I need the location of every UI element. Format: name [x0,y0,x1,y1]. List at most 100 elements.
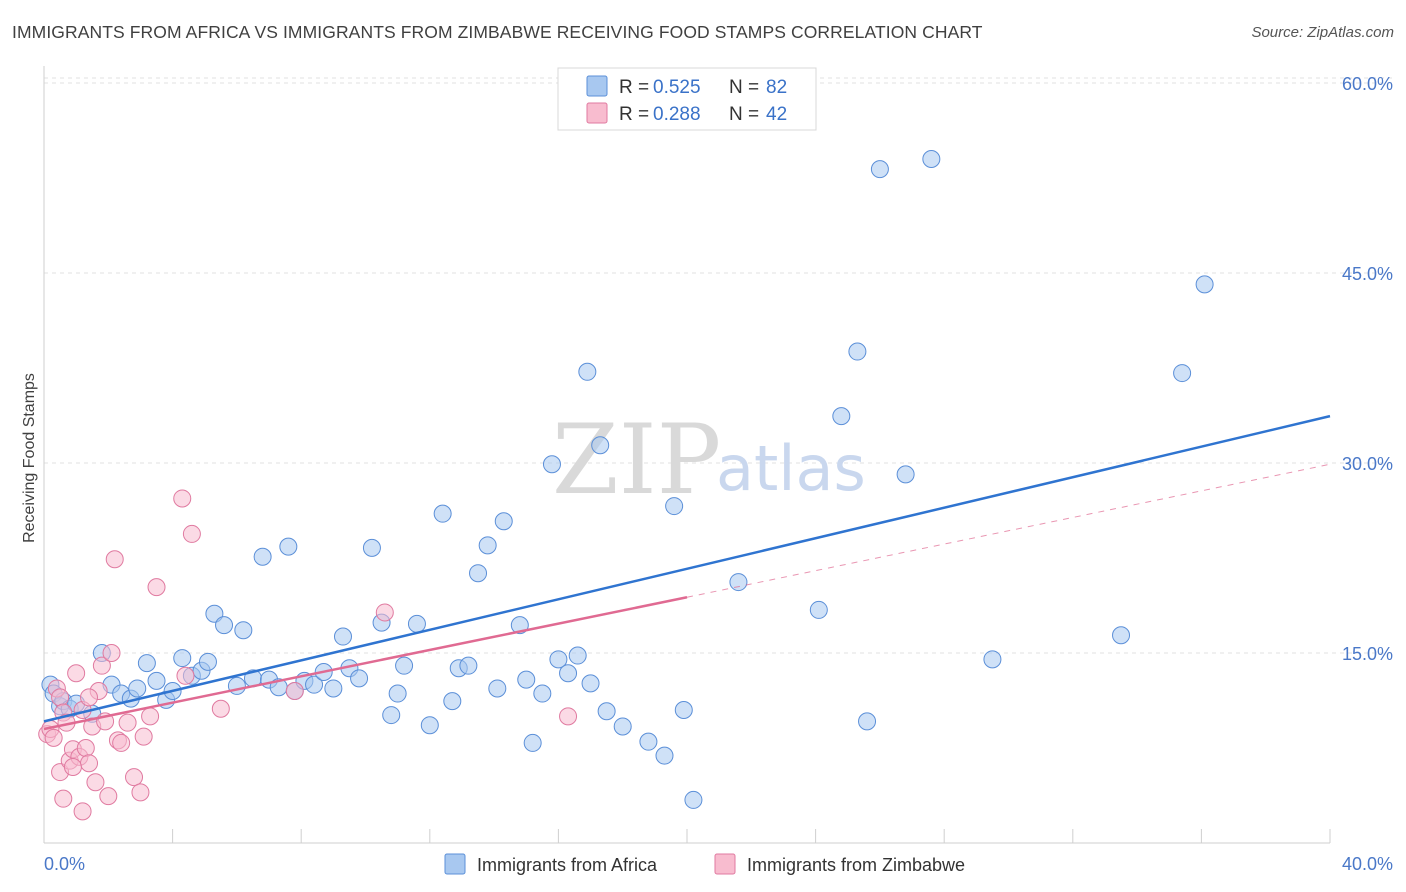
series-legend-swatch-zimbabwe [714,853,736,875]
legend-r-label-zimbabwe: R = [619,104,649,125]
legend-r-value-africa: 0.525 [653,77,701,98]
point-africa [729,573,748,592]
point-zimbabwe [375,603,394,622]
point-africa [1173,364,1192,383]
point-africa [674,701,693,719]
point-africa [407,614,426,633]
point-africa [173,649,192,668]
watermark: ZIP atlas [552,404,866,516]
point-zimbabwe [99,787,118,806]
point-africa [523,733,542,752]
y-axis-label: Receiving Food Stamps [21,373,38,543]
point-africa [395,656,414,675]
legend-r-value-zimbabwe: 0.288 [653,104,701,125]
point-zimbabwe [80,688,99,707]
point-africa [469,564,488,583]
point-zimbabwe [559,707,578,726]
point-africa [215,616,234,635]
point-zimbabwe [80,754,99,773]
point-zimbabwe [86,773,105,792]
point-zimbabwe [54,789,73,808]
chart-title: IMMIGRANTS FROM AFRICA VS IMMIGRANTS FRO… [12,22,983,42]
point-africa [420,716,439,735]
watermark-zip: ZIP [552,404,721,516]
point-africa [568,646,587,665]
point-africa [665,497,684,516]
point-africa [1112,626,1131,645]
point-zimbabwe [73,802,92,821]
series-legend-label-zimbabwe: Immigrants from Zimbabwe [747,855,965,875]
point-africa [848,342,867,361]
point-africa [559,664,578,683]
point-zimbabwe [92,656,111,675]
point-africa [870,160,889,179]
point-africa [896,465,915,484]
point-zimbabwe [285,682,304,700]
point-zimbabwe [112,733,131,752]
point-africa [433,504,452,523]
point-africa [388,684,407,703]
point-zimbabwe [76,739,95,757]
point-zimbabwe [182,524,201,543]
point-africa [591,436,610,455]
point-africa [488,679,507,698]
point-africa [858,712,877,731]
point-africa [147,671,166,690]
point-africa [459,656,478,675]
point-africa [443,692,462,711]
point-africa [382,706,401,725]
series-legend: Immigrants from Africa Immigrants from Z… [444,853,965,875]
point-africa [684,790,703,809]
point-zimbabwe [105,550,124,569]
point-zimbabwe [44,728,63,747]
point-africa [494,512,513,531]
point-africa [234,621,253,640]
point-africa [333,627,352,646]
legend-n-value-africa: 82 [766,77,787,98]
series-legend-label-africa: Immigrants from Africa [477,855,658,875]
point-zimbabwe [102,644,121,662]
trend-lines [43,414,1331,731]
point-africa [578,362,597,381]
point-africa [542,455,561,474]
legend-r-label-africa: R = [619,77,649,98]
y-tick-label: 45.0% [1342,264,1393,284]
x-tick-marks [43,829,1331,843]
point-africa [362,538,381,557]
y-tick-label: 30.0% [1342,454,1393,474]
point-zimbabwe [125,768,144,787]
point-zimbabwe [131,783,150,802]
point-zimbabwe [51,688,70,707]
y-tick-label: 60.0% [1342,74,1393,94]
point-africa [655,746,674,765]
point-zimbabwe [134,727,153,746]
point-africa [983,650,1002,669]
legend-n-value-zimbabwe: 42 [766,104,787,125]
series-legend-swatch-africa [444,853,466,875]
trend-line-zimbabwe-extension [686,463,1331,598]
point-africa [597,702,616,721]
x-tick-label-min: 0.0% [44,854,85,874]
point-africa [128,679,147,698]
x-tick-label-max: 40.0% [1342,854,1393,874]
point-zimbabwe [67,664,86,683]
legend-swatch-africa [586,75,608,97]
point-africa [922,150,941,168]
point-zimbabwe [147,578,166,597]
y-tick-label: 15.0% [1342,644,1393,664]
point-africa [581,674,600,693]
legend-n-label-zimbabwe: N = [729,104,759,125]
point-africa [198,652,217,671]
legend-n-label-africa: N = [729,77,759,98]
point-africa [809,600,828,619]
watermark-atlas: atlas [716,432,866,505]
point-africa [324,679,343,698]
point-zimbabwe [211,699,230,718]
point-africa [832,407,851,426]
point-africa [279,537,298,556]
point-zimbabwe [118,713,137,732]
chart-source: Source: ZipAtlas.com [1251,24,1394,41]
point-zimbabwe [141,707,160,726]
point-africa [533,684,552,703]
